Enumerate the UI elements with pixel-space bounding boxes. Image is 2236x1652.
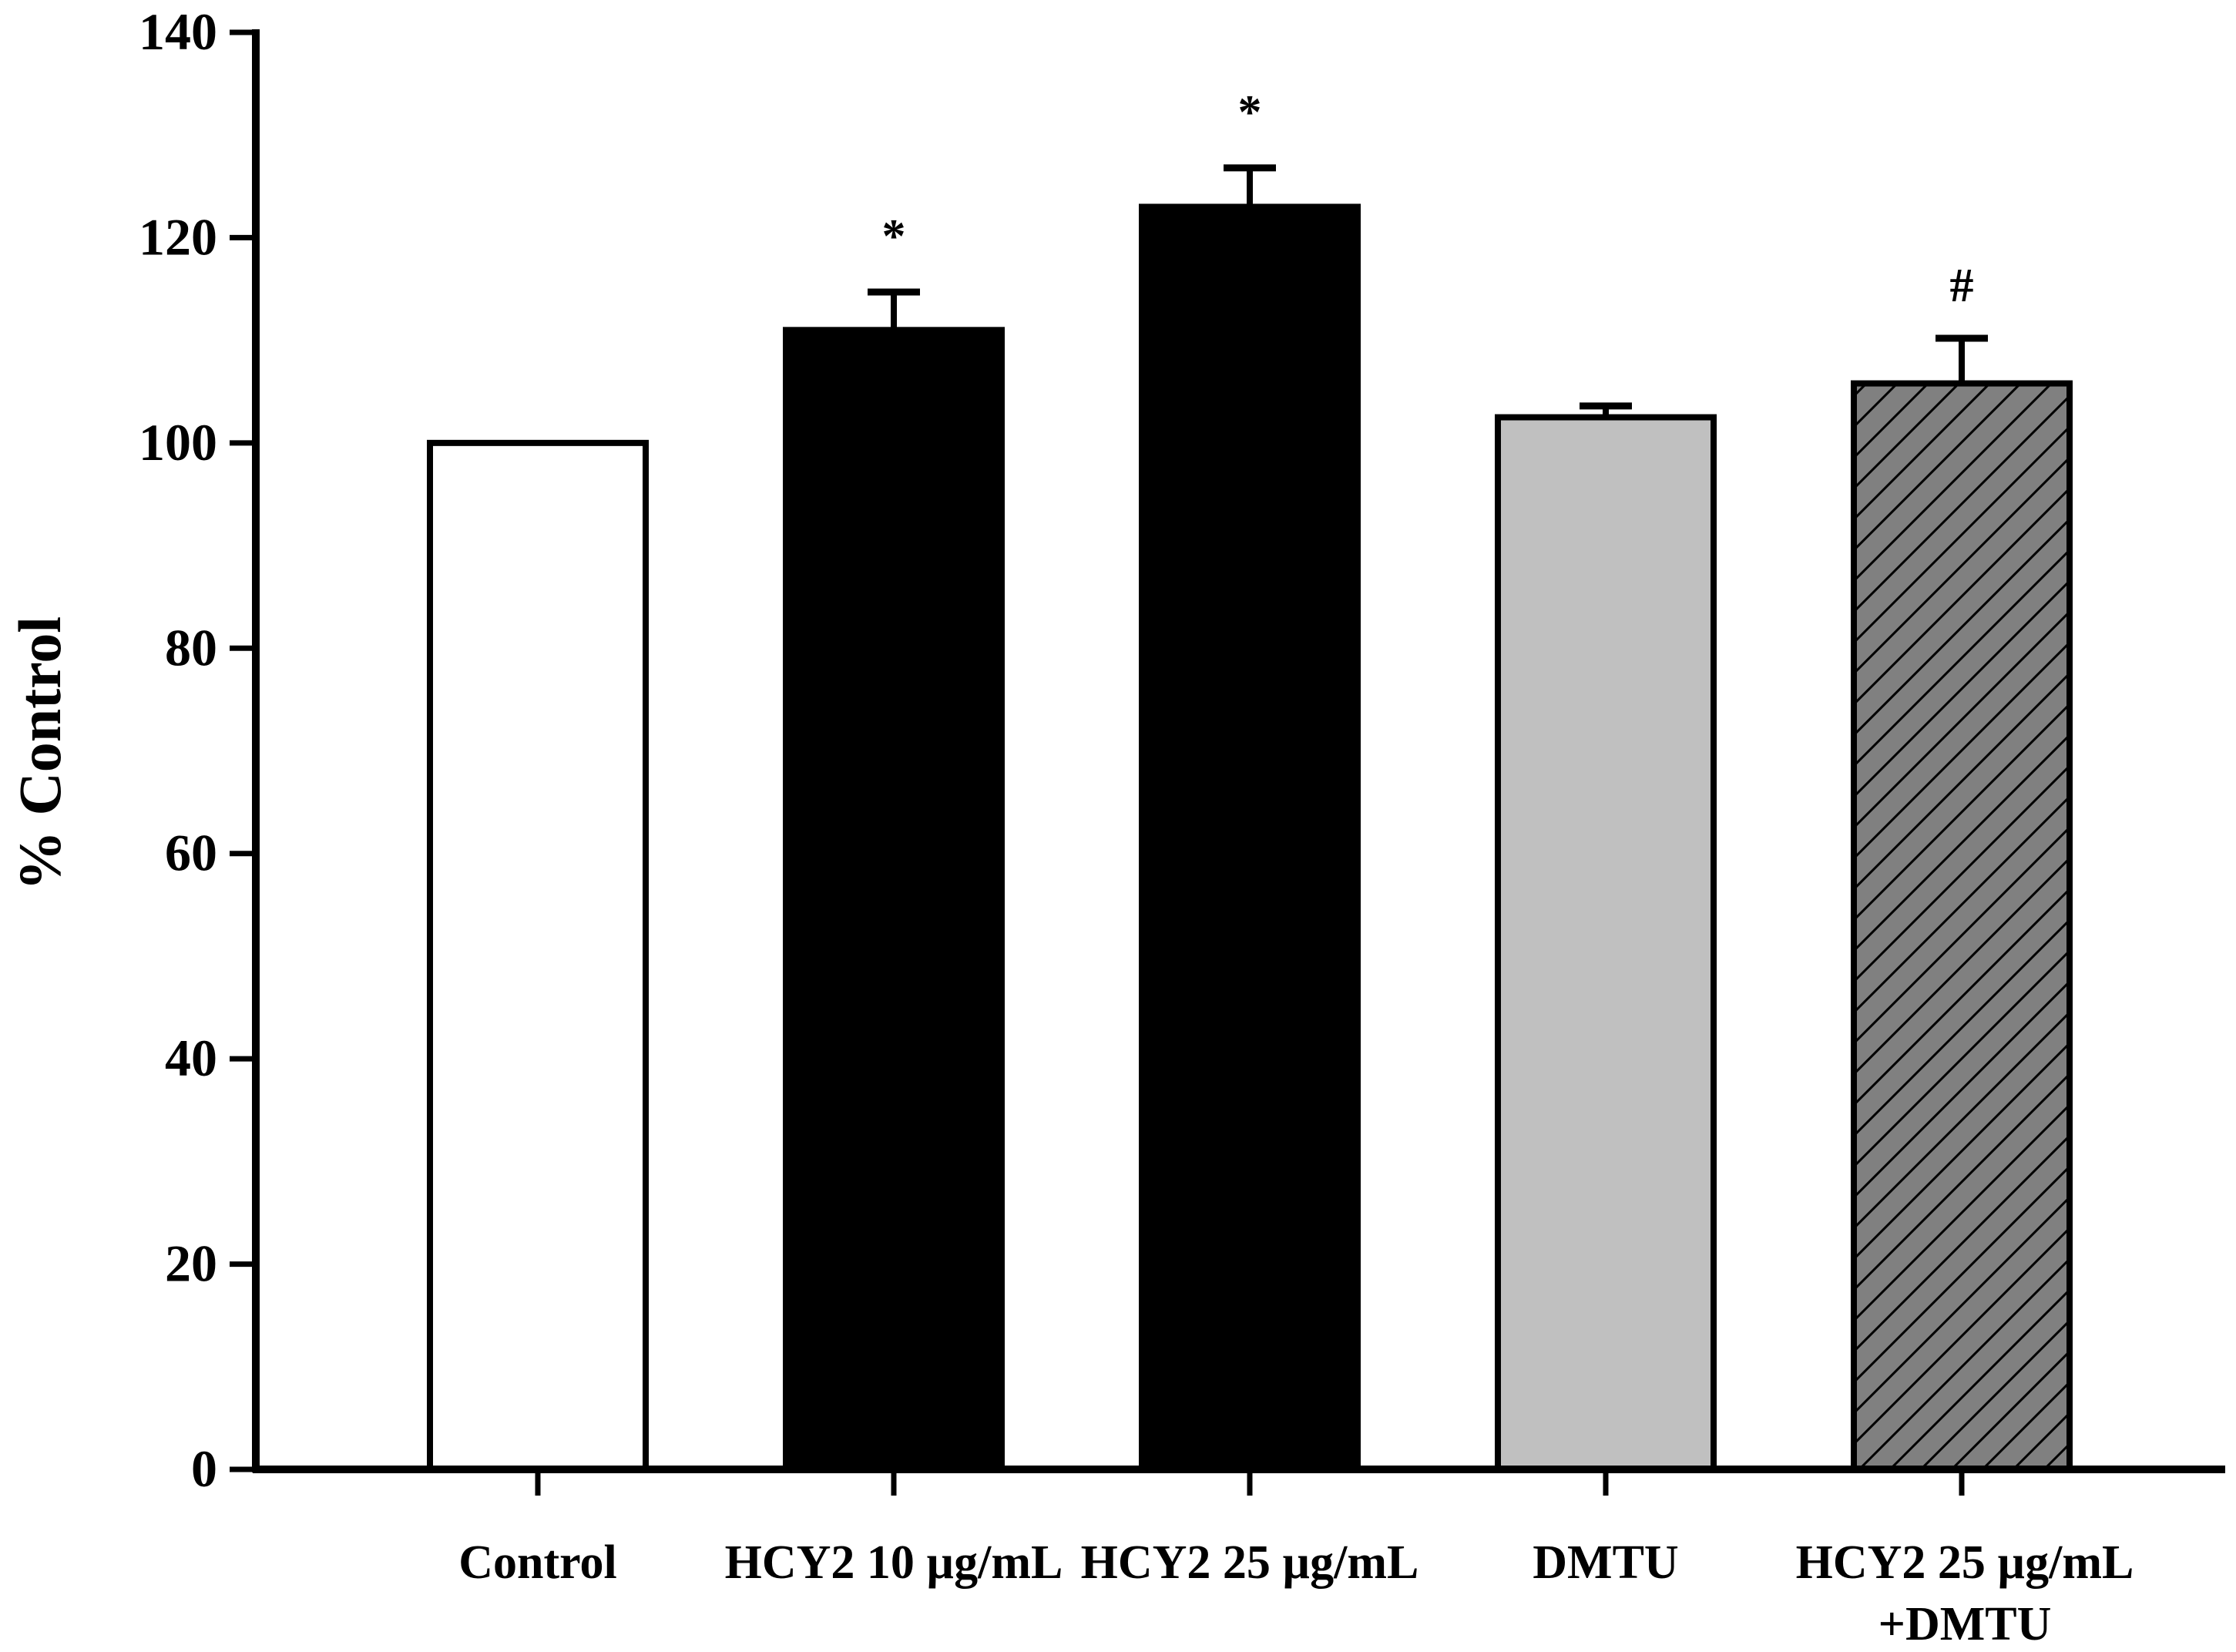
y-tick-label: 120 (139, 207, 217, 266)
bar-3 (1139, 203, 1361, 1473)
x-category-label: HCY2 25 µg/mL (1796, 1536, 2134, 1589)
x-category-label: +DMTU (1878, 1598, 2052, 1650)
annotation-3: * (1238, 86, 1262, 139)
bar-4 (1495, 414, 1717, 1472)
x-category-label: HCY2 10 µg/mL (725, 1536, 1063, 1589)
bar-5 (1851, 380, 2073, 1472)
annotation-5: # (1950, 260, 1974, 312)
x-category-label: DMTU (1533, 1536, 1678, 1589)
bar-2 (783, 327, 1005, 1473)
plot-area: Control * HCY2 10 µg/mL * HCY2 25 µg/mL DMTU #… (6, 2, 2225, 1650)
y-tick-label: 0 (191, 1439, 217, 1498)
y-tick-label: 100 (139, 413, 217, 472)
y-tick-label: 20 (165, 1234, 217, 1293)
annotation-2: * (882, 210, 906, 263)
y-tick-label: 80 (165, 618, 217, 677)
y-axis-title: % Control (6, 616, 73, 891)
x-category-label: Control (458, 1536, 617, 1589)
x-category-label: HCY2 25 µg/mL (1081, 1536, 1419, 1589)
y-tick-label: 140 (139, 2, 217, 61)
y-tick-label: 60 (165, 824, 217, 882)
y-tick-label: 40 (165, 1029, 217, 1087)
bar-1 (427, 439, 649, 1472)
